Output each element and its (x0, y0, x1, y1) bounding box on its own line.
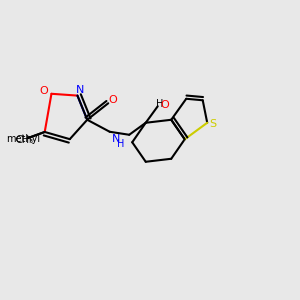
Text: O: O (160, 100, 169, 110)
Text: methyl: methyl (6, 134, 40, 145)
Text: O: O (108, 95, 117, 105)
Text: H: H (116, 140, 124, 149)
Text: O: O (40, 86, 48, 96)
Text: CH₃: CH₃ (16, 135, 34, 146)
Text: N: N (76, 85, 84, 95)
Text: N: N (112, 134, 120, 144)
Text: H: H (156, 99, 164, 109)
Text: S: S (209, 119, 216, 129)
